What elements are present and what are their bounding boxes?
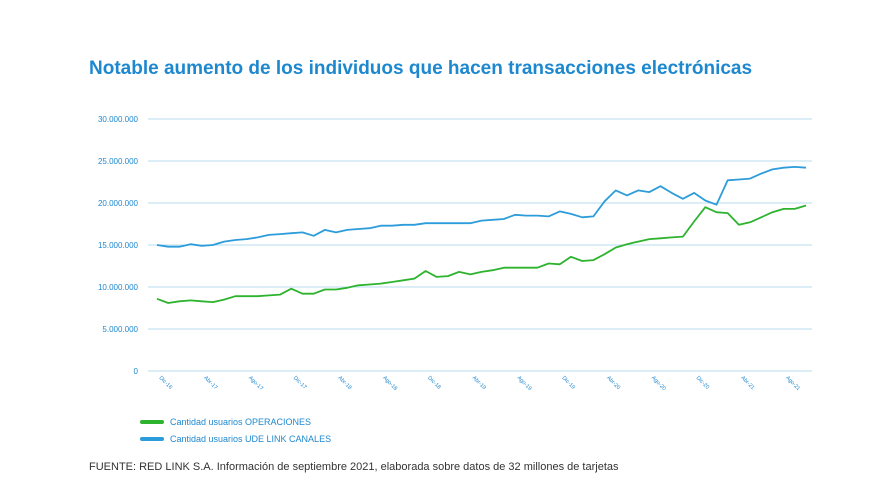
x-tick-label: Abr-18 [337,375,353,391]
y-tick-label: 25.000.000 [98,157,139,166]
x-tick-label: Dic-20 [695,375,710,390]
grid-lines [148,118,812,372]
x-tick-label: Ago-19 [516,375,533,392]
legend-swatch-blue [140,436,164,441]
x-tick-label: Ago-21 [784,375,801,392]
source-note: FUENTE: RED LINK S.A. Información de sep… [89,461,619,473]
y-tick-label: 20.000.000 [98,199,139,208]
x-tick-label: Dic-18 [426,375,441,390]
x-tick-label: Abr-20 [605,375,621,391]
y-tick-label: 15.000.000 [98,241,139,250]
legend-label-operaciones: Cantidad usuarios OPERACIONES [170,416,312,427]
chart-title: Notable aumento de los individuos que ha… [89,58,753,79]
x-axis-ticks: Dic-16 Abr-17 Ago-17 Dic-17 Abr-18 Ago-18 Dic-… [158,375,801,392]
y-axis-ticks: 0 5.000.000 10.000.000 15.000.000 20.000.000… [98,115,139,376]
x-tick-label: Dic-17 [292,375,307,390]
x-tick-label: Dic-19 [560,375,575,390]
legend-swatch-green [140,419,164,424]
legend: Cantidad usuarios OPERACIONES Cantidad u… [140,413,331,447]
legend-item-operaciones: Cantidad usuarios OPERACIONES [140,413,331,430]
y-tick-label: 5.000.000 [102,325,138,334]
series-lines [156,165,807,304]
x-tick-label: Dic-16 [158,375,173,390]
legend-item-ude-link: Cantidad usuarios UDE LINK CANALES [140,430,331,447]
legend-label-ude-link: Cantidad usuarios UDE LINK CANALES [170,433,332,444]
y-tick-label: 30.000.000 [98,115,139,124]
x-tick-label: Ago-17 [247,375,264,392]
x-tick-label: Ago-20 [650,375,667,392]
series-line-operaciones [156,204,807,304]
x-tick-label: Abr-21 [739,375,755,391]
x-tick-label: Abr-19 [471,375,487,391]
y-tick-label: 0 [134,367,139,376]
x-tick-label: Abr-17 [202,375,218,391]
y-tick-label: 10.000.000 [98,283,139,292]
series-line-ude-link [156,165,807,248]
x-tick-label: Ago-18 [381,375,398,392]
